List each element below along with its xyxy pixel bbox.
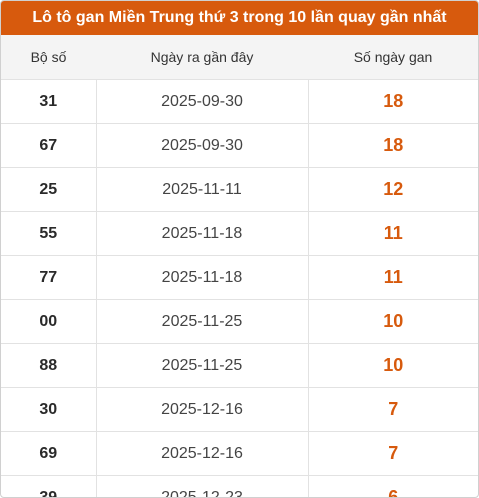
row-gan-days: 11 — [308, 255, 478, 300]
table-row: 31 2025-09-30 18 — [1, 79, 478, 124]
row-gan-days: 6 — [388, 487, 399, 498]
row-last-date: 2025-11-18 — [96, 255, 309, 300]
column-header-gan-days: Số ngày gan — [308, 35, 478, 80]
row-gan-days: 18 — [308, 123, 478, 168]
table-row: 25 2025-11-11 12 — [1, 167, 478, 212]
table-row: 00 2025-11-25 10 — [1, 299, 478, 344]
table-row: 67 2025-09-30 18 — [1, 123, 478, 168]
table-row: 30 2025-12-16 7 — [1, 387, 478, 432]
row-last-date: 2025-09-30 — [96, 79, 309, 124]
row-number: 30 — [1, 387, 97, 432]
row-gan-days: 7 — [308, 431, 478, 476]
table-row: 77 2025-11-18 11 — [1, 255, 478, 300]
row-number: 88 — [1, 343, 97, 388]
table-title: Lô tô gan Miền Trung thứ 3 trong 10 lần … — [1, 1, 478, 35]
row-gan-days: 11 — [308, 211, 478, 256]
row-number: 69 — [1, 431, 97, 476]
row-number: 55 — [1, 211, 97, 256]
row-number: 25 — [1, 167, 97, 212]
row-last-date: 2025-11-18 — [96, 211, 309, 256]
row-number: 39 — [1, 475, 97, 497]
row-gan-days: 18 — [308, 79, 478, 124]
row-number: 77 — [1, 255, 97, 300]
row-number: 00 — [1, 299, 97, 344]
row-gan-days: 10 — [308, 343, 478, 388]
row-last-date: 2025-12-16 — [96, 387, 309, 432]
row-last-date: 2025-09-30 — [96, 123, 309, 168]
table-row: 88 2025-11-25 10 — [1, 343, 478, 388]
lo-gan-table: Bộ số Ngày ra gần đây Số ngày gan 31 202… — [1, 35, 478, 498]
column-header-row: Bộ số Ngày ra gần đây Số ngày gan — [1, 35, 478, 80]
table-row: 69 2025-12-16 7 — [1, 431, 478, 476]
row-gan-days: 12 — [308, 167, 478, 212]
column-header-number: Bộ số — [1, 35, 96, 80]
row-last-date: 2025-11-25 — [96, 343, 309, 388]
column-header-last-date: Ngày ra gần đây — [96, 35, 308, 80]
table-row: 55 2025-11-18 11 — [1, 211, 478, 256]
row-number: 31 — [1, 79, 97, 124]
row-last-date: 2025-12-16 — [96, 431, 309, 476]
row-last-date: 2025-11-11 — [96, 167, 309, 212]
row-gan-days: 10 — [308, 299, 478, 344]
row-last-date: 2025-11-25 — [96, 299, 309, 344]
row-last-date: 2025-12-23 — [96, 475, 309, 497]
row-gan-days: 7 — [308, 387, 478, 432]
row-number: 67 — [1, 123, 97, 168]
table-row: 39 2025-12-23 6 — [1, 475, 478, 498]
